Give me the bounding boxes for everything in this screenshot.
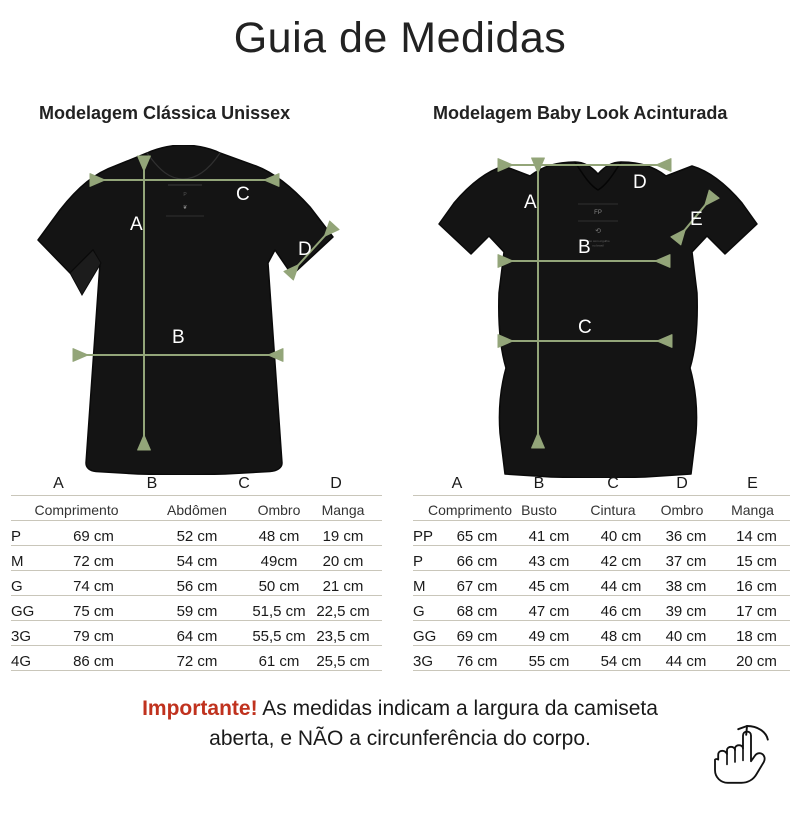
svg-text:FP: FP <box>594 210 602 216</box>
svg-text:no brasil: no brasil <box>592 244 604 248</box>
svg-text:⟲: ⟲ <box>595 228 601 235</box>
svg-text:feito com orgulho: feito com orgulho <box>586 239 609 243</box>
svg-text:❦: ❦ <box>183 204 188 211</box>
